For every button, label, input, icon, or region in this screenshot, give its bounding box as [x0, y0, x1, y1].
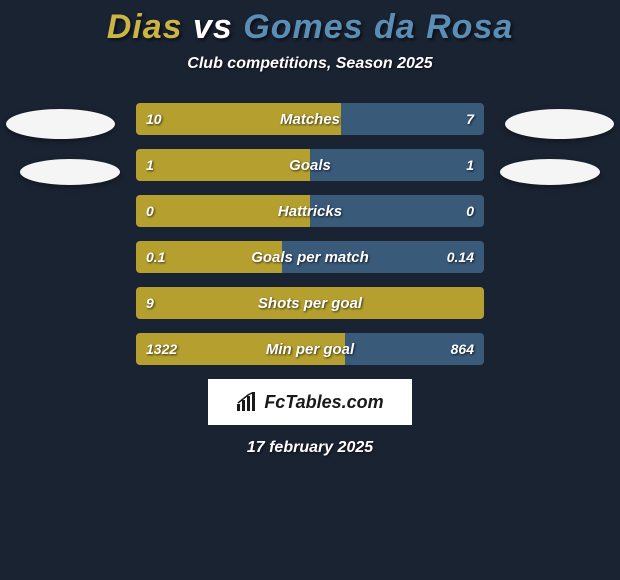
stat-row: 0.10.14Goals per match	[136, 241, 484, 273]
comparison-stage: 107Matches 11Goals 00Hattricks 0.10.14Goals…	[0, 103, 620, 457]
title-player2: Gomes da Rosa	[243, 8, 513, 46]
title-player1: Dias	[107, 8, 183, 46]
player2-avatar-placeholder-2	[500, 159, 600, 185]
stat-rows: 107Matches 11Goals 00Hattricks 0.10.14Goals…	[136, 103, 484, 365]
bar-player1	[136, 333, 345, 365]
stat-row: 1322864Min per goal	[136, 333, 484, 365]
comparison-title: Dias vs Gomes da Rosa	[0, 0, 620, 47]
brand-chart-icon	[236, 392, 258, 412]
stat-row: 9Shots per goal	[136, 287, 484, 319]
player1-avatar-placeholder-2	[20, 159, 120, 185]
brand-text: FcTables.com	[264, 392, 383, 413]
bar-player2	[341, 103, 484, 135]
stat-row: 00Hattricks	[136, 195, 484, 227]
bar-player1	[136, 241, 282, 273]
bar-player1	[136, 195, 310, 227]
bar-player1	[136, 287, 484, 319]
bar-player1	[136, 103, 341, 135]
bar-player1	[136, 149, 310, 181]
subtitle: Club competitions, Season 2025	[0, 55, 620, 73]
bar-player2	[310, 195, 484, 227]
brand-badge: FcTables.com	[208, 379, 412, 425]
player1-avatar-placeholder-1	[6, 109, 115, 139]
bar-player2	[282, 241, 484, 273]
bar-player2	[310, 149, 484, 181]
stat-row: 107Matches	[136, 103, 484, 135]
date-text: 17 february 2025	[0, 439, 620, 457]
player2-avatar-placeholder-1	[505, 109, 614, 139]
stat-row: 11Goals	[136, 149, 484, 181]
title-vs: vs	[193, 8, 233, 46]
bar-player2	[345, 333, 484, 365]
